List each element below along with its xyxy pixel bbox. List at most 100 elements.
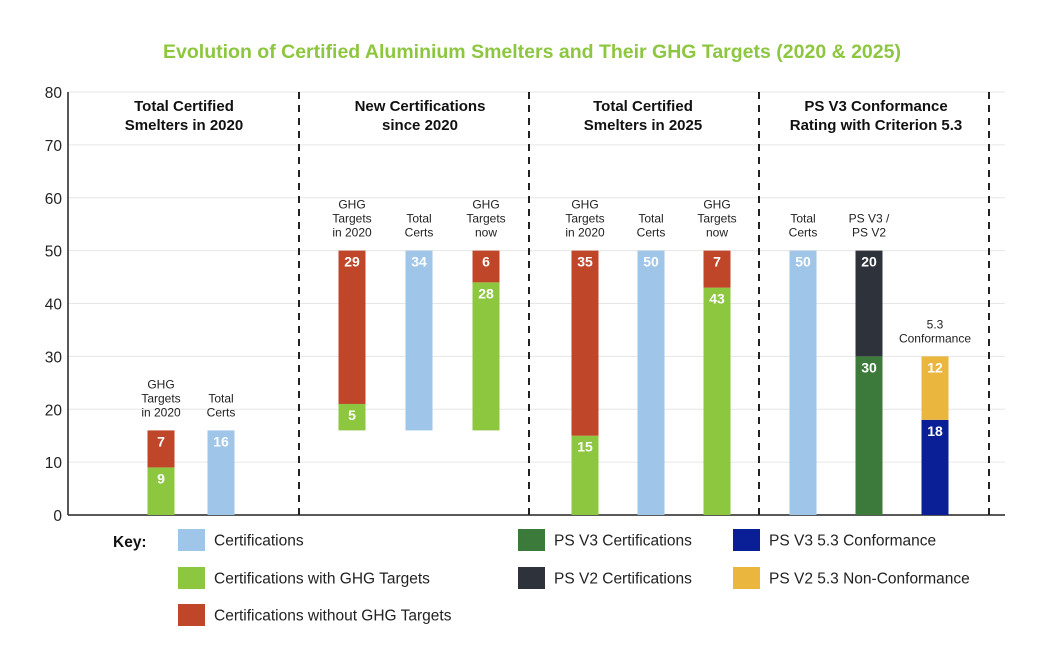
bar-category-label: PS V3 / xyxy=(849,212,890,226)
legend-swatch-noghg xyxy=(178,604,205,626)
panel-title: Total Certified xyxy=(593,98,693,115)
bar-value-label: 9 xyxy=(157,470,165,486)
bar-category-label: Targets xyxy=(697,212,736,226)
bar-category-label: Certs xyxy=(207,405,236,419)
y-tick-label: 80 xyxy=(45,85,63,102)
panel-title: since 2020 xyxy=(382,117,458,134)
bar-value-label: 28 xyxy=(478,285,494,301)
legend-label: PS V2 5.3 Non-Conformance xyxy=(769,571,970,588)
grid xyxy=(68,91,1005,463)
panel-title: Rating with Criterion 5.3 xyxy=(790,117,963,134)
bar-category-label: GHG xyxy=(571,198,598,212)
bar-value-label: 7 xyxy=(713,254,721,270)
legend-title: Key: xyxy=(113,534,147,551)
bar-category-label: Total xyxy=(790,212,815,226)
bar-segment-cert xyxy=(405,250,433,431)
legend-swatch-v2 xyxy=(518,567,545,589)
bar-value-label: 34 xyxy=(411,254,427,270)
bar-segment-cert xyxy=(789,250,817,515)
legend-label: Certifications with GHG Targets xyxy=(214,571,430,588)
bar-category-label: Targets xyxy=(565,212,604,226)
bar-value-label: 50 xyxy=(795,254,811,270)
bar-value-label: 20 xyxy=(861,254,877,270)
legend-label: PS V3 5.3 Conformance xyxy=(769,533,936,550)
legend-label: PS V2 Certifications xyxy=(554,571,692,588)
bar-segment-nonconf xyxy=(921,356,949,420)
bar-category-label: GHG xyxy=(147,377,174,391)
panel-title: PS V3 Conformance xyxy=(804,98,947,115)
bar-segment-ghg xyxy=(338,403,366,431)
legend-swatch-ghg xyxy=(178,567,205,589)
bar-category-label: Conformance xyxy=(899,331,971,345)
bar-segment-cert xyxy=(637,250,665,515)
panel-title: New Certifications xyxy=(355,98,486,115)
bar-category-label: Targets xyxy=(466,212,505,226)
bar-category-label: GHG xyxy=(472,198,499,212)
chart-title: Evolution of Certified Aluminium Smelter… xyxy=(163,41,901,63)
bar-segment-noghg xyxy=(338,250,366,404)
bar-value-label: 7 xyxy=(157,433,165,449)
bar-category-label: Targets xyxy=(141,391,180,405)
legend-label: Certifications without GHG Targets xyxy=(214,608,452,625)
bar-segment-v3 xyxy=(855,356,883,515)
bar-category-label: now xyxy=(706,226,728,240)
bar-value-label: 50 xyxy=(643,254,659,270)
y-tick-label: 10 xyxy=(45,455,63,472)
bar-category-label: in 2020 xyxy=(141,405,181,419)
bar-value-label: 43 xyxy=(709,291,725,307)
bar-category-label: Total xyxy=(406,212,431,226)
legend-swatch-conf xyxy=(733,529,760,551)
bar-segment-ghg xyxy=(472,282,500,431)
bar-segment-noghg xyxy=(571,250,599,436)
panel-dividers xyxy=(298,92,990,515)
y-tick-label: 40 xyxy=(45,297,63,314)
legend-label: Certifications xyxy=(214,533,304,550)
bar-category-label: Total xyxy=(208,391,233,405)
y-tick-label: 50 xyxy=(45,244,63,261)
bar-category-label: Certs xyxy=(789,226,818,240)
bar-category-label: in 2020 xyxy=(332,226,372,240)
bar-category-label: Total xyxy=(638,212,663,226)
legend-swatch-nonconf xyxy=(733,567,760,589)
bar-segment-noghg xyxy=(703,250,731,288)
bar-value-label: 35 xyxy=(577,254,593,270)
legend-swatch-cert xyxy=(178,529,205,551)
bar-segment-ghg xyxy=(147,467,175,515)
bar-category-label: Certs xyxy=(405,226,434,240)
bar-value-label: 18 xyxy=(927,423,943,439)
legend-swatch-v3 xyxy=(518,529,545,551)
panel-title: Smelters in 2020 xyxy=(125,117,243,134)
panel-title: Smelters in 2025 xyxy=(584,117,702,134)
bar-category-label: Targets xyxy=(332,212,371,226)
bar-category-label: PS V2 xyxy=(852,226,886,240)
bar-category-label: GHG xyxy=(338,198,365,212)
bar-segment-noghg xyxy=(147,430,175,468)
legend: Key: Certifications Certifications with GH… xyxy=(113,529,970,626)
bar-segment-conf xyxy=(921,419,949,515)
bar-value-label: 12 xyxy=(927,359,943,375)
bar-value-label: 29 xyxy=(344,254,360,270)
bar-value-label: 30 xyxy=(861,359,877,375)
bar-category-label: GHG xyxy=(703,198,730,212)
bar-category-label: Certs xyxy=(637,226,666,240)
panel-title: Total Certified xyxy=(134,98,234,115)
bar-segment-ghg xyxy=(703,287,731,515)
bar-category-label: now xyxy=(475,226,497,240)
y-tick-label: 70 xyxy=(45,138,63,155)
bar-value-label: 15 xyxy=(577,439,593,455)
bar-segment-v2 xyxy=(855,250,883,357)
y-tick-label: 30 xyxy=(45,349,63,366)
bar-category-label: 5.3 xyxy=(927,317,944,331)
y-tick-label: 20 xyxy=(45,402,63,419)
y-tick-label: 0 xyxy=(53,508,62,525)
bar-segment-ghg xyxy=(571,435,599,515)
bar-value-label: 5 xyxy=(348,407,356,423)
panel-titles: Total Certified Smelters in 2020 New Certi… xyxy=(125,98,962,134)
legend-label: PS V3 Certifications xyxy=(554,533,692,550)
bar-segment-cert xyxy=(207,430,235,515)
bar-value-label: 6 xyxy=(482,254,490,270)
bar-category-label: in 2020 xyxy=(565,226,605,240)
bar-value-label: 16 xyxy=(213,433,229,449)
